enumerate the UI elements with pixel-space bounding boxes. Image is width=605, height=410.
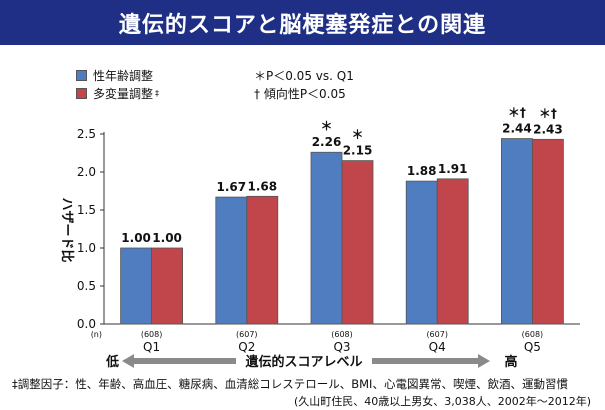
significance-mark: ＊† [508, 106, 526, 120]
note-significance: ＊P＜0.05 vs. Q1 [254, 68, 354, 83]
x-axis-arrow-left-head [122, 354, 134, 368]
bar [246, 195, 279, 325]
significance-mark: ＊ [320, 119, 332, 133]
legend-swatch-series2 [76, 87, 87, 99]
y-tick-label: 0.5 [77, 279, 96, 293]
data-label: 1.88 [407, 164, 437, 178]
bar [500, 138, 533, 325]
note-trend: † 傾向性P＜0.05 [254, 86, 346, 101]
x-tick-label: Q5 [524, 340, 541, 354]
bar [151, 247, 184, 325]
legend-adjust-mark: ‡ [155, 88, 160, 98]
x-axis-title: 遺伝的スコアレベル [244, 354, 362, 370]
data-label: 1.67 [216, 180, 246, 194]
y-tick-label: 1.0 [77, 241, 96, 255]
legend-swatch-series1 [76, 69, 87, 81]
data-label: 1.68 [247, 179, 277, 193]
bar [310, 151, 343, 325]
bar [341, 160, 374, 325]
y-axis-title: ハザード比 [59, 197, 75, 262]
x-axis-low-label: 低 [105, 354, 119, 370]
x-tick-label: Q3 [333, 340, 350, 354]
n-label: (608) [331, 330, 353, 339]
y-tick-label: 2.5 [77, 127, 96, 141]
bar [436, 178, 469, 325]
significance-notes: ＊P＜0.05 vs. Q1 † 傾向性P＜0.05 [254, 66, 354, 102]
x-axis-arrow-right-head [478, 354, 490, 368]
y-tick-label: 2.0 [77, 165, 96, 179]
data-label: 2.44 [502, 122, 532, 136]
x-tick-label: Q1 [143, 340, 160, 354]
bar [120, 247, 152, 325]
footnote-population: (久山町住民、40歳以上男女、3,038人、2002年～2012年) [293, 395, 591, 408]
data-label: 1.00 [152, 231, 182, 245]
x-tick-label: Q2 [238, 340, 255, 354]
data-label: 2.26 [312, 135, 342, 149]
legend-label-series1: 性年齢調整 [93, 68, 154, 83]
page-title: 遺伝的スコアと脳梗塞発症との関連 [0, 0, 605, 45]
significance-mark: ＊† [539, 106, 557, 120]
data-label: 1.91 [438, 162, 468, 176]
n-label: (608) [522, 330, 544, 339]
significance-mark: ＊ [351, 128, 363, 142]
y-tick-label: 0.0 [77, 317, 96, 331]
n-label: (608) [141, 330, 163, 339]
bar [405, 180, 438, 325]
legend-item-series1: 性年齢調整 [76, 66, 159, 84]
n-label: (607) [426, 330, 448, 339]
legend-item-series2: 多変量調整 ‡ [76, 84, 159, 102]
x-axis-high-label: 高 [504, 354, 517, 370]
data-label: 2.43 [533, 122, 563, 136]
bar [215, 196, 248, 325]
x-tick-label: Q4 [429, 340, 446, 354]
data-label: 1.00 [121, 231, 151, 245]
chart-legend: 性年齢調整 多変量調整 ‡ [76, 66, 159, 102]
legend-label-series2: 多変量調整 [93, 86, 154, 101]
y-tick-label: 1.5 [77, 203, 96, 217]
footnote-adjustment: ‡調整因子：性、年齢、高血圧、糖尿病、血清総コレステロール、BMI、心電図異常、… [12, 377, 568, 391]
data-label: 2.15 [343, 144, 373, 158]
n-label: (607) [236, 330, 258, 339]
n-prefix-label: (n) [91, 330, 102, 339]
bar [532, 138, 564, 325]
